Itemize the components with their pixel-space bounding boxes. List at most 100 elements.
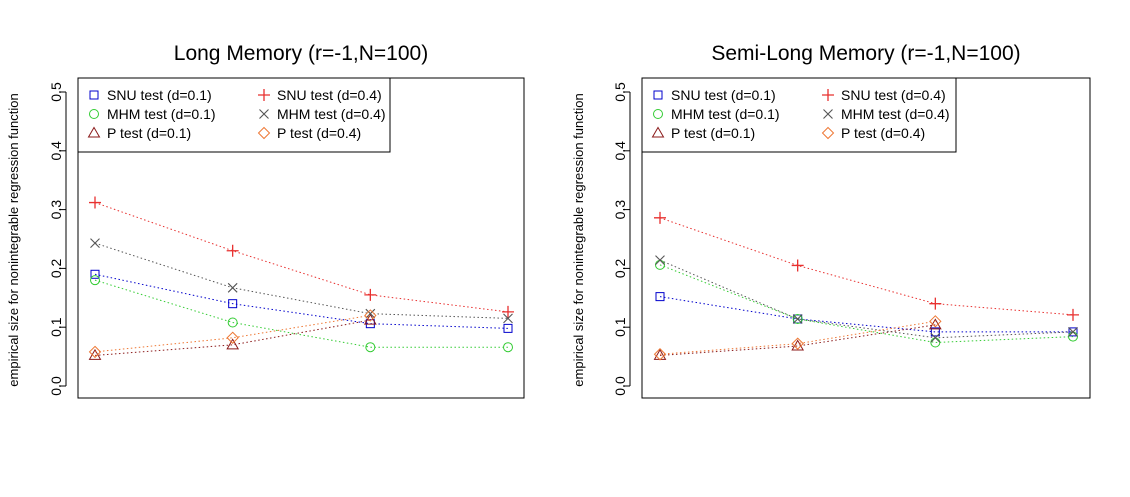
series-line [659,264,1074,343]
data-point [1067,308,1079,321]
legend-label: P test (d=0.1) [107,125,191,141]
legend-marker-cross [823,109,833,119]
legend-item: SNU test (d=0.4) [258,87,382,103]
data-point [1068,327,1078,337]
y-tick-label: 0.4 [48,141,64,161]
legend-marker-plus [822,89,834,101]
legend-item: P test (d=0.4) [257,125,361,141]
data-point [655,292,665,302]
legend-label: MHM test (d=0.1) [671,106,780,122]
y-axis: 0.0 0.1 0.2 0.3 0.4 0.5 [612,82,631,396]
y-axis-label: empirical size for nonintegrable regress… [6,93,21,386]
data-point [792,314,803,324]
y-tick-label: 0.3 [612,200,628,220]
data-point [655,255,665,266]
legend-label: P test (d=0.1) [671,125,755,141]
data-point [363,313,377,325]
data-point [791,259,804,272]
legend-label: P test (d=0.4) [841,125,925,141]
legend-marker-circle [89,109,99,119]
legend-item: SNU test (d=0.1) [653,87,776,103]
legend-marker-diamond [257,126,271,140]
data-point [227,282,238,293]
series-mhm04 [655,255,1078,343]
y-tick-label: 0.0 [612,376,628,396]
series-snu01 [655,292,1078,337]
series-line [659,259,1074,339]
data-point [792,313,803,324]
legend-marker-diamond [821,126,835,140]
legend-marker-plus [258,89,270,101]
data-point [365,308,376,319]
data-point [503,313,513,324]
legend-box [641,77,957,153]
data-point [502,305,514,318]
legend-marker-square [89,90,99,100]
y-tick-label: 0.5 [612,82,628,102]
data-point [226,244,239,257]
y-tick-label: 0.1 [48,317,64,337]
legend-item: SNU test (d=0.4) [822,87,946,103]
data-point [228,299,238,309]
series-line [94,279,508,348]
series-snu01 [90,269,513,333]
data-point [90,269,100,279]
legend-label: P test (d=0.4) [277,125,361,141]
data-point [503,323,513,333]
data-point [654,211,666,224]
data-point [791,339,805,351]
data-point [653,348,667,361]
legend-label: SNU test (d=0.1) [671,87,776,103]
chart-title: Semi-Long Memory (r=-1,N=100) [711,42,1020,65]
series-p01 [653,318,942,360]
series-line [94,319,371,356]
y-tick-label: 0.5 [48,82,64,102]
data-point [90,275,100,286]
legend-marker-square [653,90,663,100]
legend-marker-triangle [651,126,665,138]
series-snu04 [654,211,1079,321]
legend-label: SNU test (d=0.4) [841,87,946,103]
y-tick-label: 0.1 [612,317,628,337]
data-point [503,342,513,353]
legend: SNU test (d=0.1) MHM test (d=0.1) P test (… [641,77,957,153]
data-point [364,309,377,322]
legend-box [77,77,391,153]
data-point [1068,327,1078,337]
y-tick-label: 0.2 [612,258,628,278]
y-tick-label: 0.3 [48,200,64,220]
series-line [659,217,1074,316]
data-point [88,345,102,359]
data-point [227,317,238,328]
legend-label: SNU test (d=0.4) [277,87,382,103]
data-point [364,288,377,301]
y-tick-label: 0.4 [612,141,628,161]
data-point [930,327,940,337]
data-point [929,315,942,328]
data-point [226,338,240,350]
y-tick-label: 0.0 [48,376,64,396]
series-line [659,296,1073,333]
legend-item: MHM test (d=0.1) [653,106,780,122]
series-p01 [88,313,377,360]
series-mhm01 [90,275,513,353]
data-point [791,337,804,350]
data-point [365,342,376,353]
legend-label: MHM test (d=0.4) [277,106,386,122]
data-point [653,348,667,360]
series-mhm04 [90,238,513,324]
series-p04 [653,315,942,361]
legend-item: MHM test (d=0.4) [259,106,386,122]
legend-label: MHM test (d=0.4) [841,106,950,122]
legend-marker-cross [259,109,269,119]
data-point [929,297,942,310]
series-p04 [88,309,377,359]
legend-label: MHM test (d=0.1) [107,106,216,122]
data-point [226,331,239,344]
panel-semi-long-memory: Semi-Long Memory (r=-1,N=100) empirical … [571,42,1091,399]
legend-item: P test (d=0.1) [651,125,755,141]
legend-marker-triangle [87,126,101,138]
data-point [930,337,941,348]
chart-title: Long Memory (r=-1,N=100) [174,42,428,65]
